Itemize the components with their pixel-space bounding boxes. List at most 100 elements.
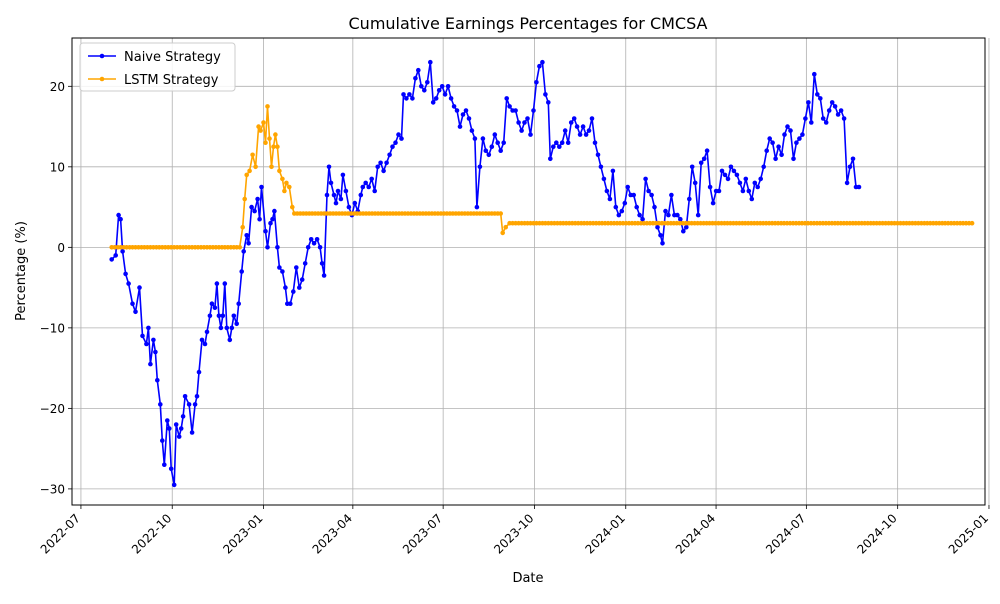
series-point-naive bbox=[305, 245, 311, 250]
series-point-naive bbox=[178, 426, 184, 431]
series-point-naive bbox=[249, 204, 254, 210]
series-point-naive bbox=[375, 164, 381, 170]
series-point-naive bbox=[126, 281, 131, 286]
series-point-naive bbox=[850, 156, 856, 162]
series-point-naive bbox=[192, 402, 198, 407]
series-point-lstm bbox=[247, 168, 252, 174]
series-point-lstm bbox=[282, 188, 287, 194]
series-point-naive bbox=[460, 112, 466, 117]
series-point-naive bbox=[755, 184, 760, 190]
series-point-naive bbox=[519, 128, 524, 133]
series-point-naive bbox=[454, 108, 460, 113]
series-point-naive bbox=[838, 108, 844, 113]
series-point-naive bbox=[498, 148, 504, 153]
series-point-naive bbox=[589, 116, 595, 121]
series-point-lstm bbox=[253, 164, 258, 170]
series-point-naive bbox=[436, 88, 442, 93]
y-tick-label: 0 bbox=[57, 241, 65, 255]
series-point-naive bbox=[239, 269, 244, 274]
series-point-naive bbox=[442, 92, 448, 97]
series-point-naive bbox=[767, 136, 772, 141]
series-point-naive bbox=[308, 237, 314, 242]
series-point-naive bbox=[675, 212, 680, 218]
series-point-naive bbox=[369, 176, 375, 182]
series-point-naive bbox=[469, 128, 475, 133]
series-point-naive bbox=[652, 204, 657, 210]
series-point-naive bbox=[140, 333, 145, 339]
series-point-naive bbox=[231, 313, 237, 319]
series-point-naive bbox=[288, 301, 293, 307]
series-point-naive bbox=[378, 160, 383, 166]
series-point-naive bbox=[422, 88, 427, 93]
series-point-naive bbox=[725, 176, 731, 182]
series-point-naive bbox=[710, 200, 716, 206]
series-point-naive bbox=[343, 188, 349, 194]
legend-dot-naive bbox=[99, 53, 105, 59]
series-point-lstm bbox=[263, 140, 268, 145]
legend: Naive Strategy LSTM Strategy bbox=[79, 42, 236, 92]
series-point-naive bbox=[445, 84, 451, 89]
series-point-naive bbox=[116, 212, 121, 218]
series-point-naive bbox=[155, 377, 160, 383]
series-point-naive bbox=[387, 152, 392, 158]
series-point-naive bbox=[826, 108, 832, 113]
series-point-naive bbox=[776, 144, 781, 149]
series-point-naive bbox=[546, 100, 551, 105]
series-point-naive bbox=[486, 152, 492, 158]
series-point-lstm bbox=[284, 180, 289, 186]
series-point-naive bbox=[214, 281, 220, 286]
series-point-naive bbox=[430, 100, 436, 105]
series-point-naive bbox=[229, 325, 235, 331]
series-point-naive bbox=[788, 128, 793, 133]
series-point-naive bbox=[554, 140, 559, 145]
series-point-naive bbox=[439, 84, 445, 89]
series-point-naive bbox=[234, 321, 239, 327]
series-point-naive bbox=[574, 124, 580, 129]
series-point-naive bbox=[407, 92, 412, 97]
series-point-lstm bbox=[265, 104, 270, 109]
series-point-naive bbox=[531, 108, 536, 113]
series-point-naive bbox=[182, 394, 188, 399]
series-point-naive bbox=[577, 132, 583, 137]
series-point-naive bbox=[363, 180, 369, 186]
series-point-naive bbox=[173, 422, 179, 427]
series-point-naive bbox=[346, 204, 352, 210]
series-point-naive bbox=[171, 482, 177, 488]
series-point-naive bbox=[463, 108, 469, 113]
series-point-lstm bbox=[250, 152, 255, 158]
series-point-naive bbox=[734, 172, 740, 178]
series-point-naive bbox=[319, 261, 325, 266]
series-point-naive bbox=[540, 59, 545, 65]
series-point-naive bbox=[466, 116, 472, 121]
series-point-naive bbox=[856, 184, 862, 190]
series-point-naive bbox=[507, 104, 512, 109]
series-point-naive bbox=[419, 84, 424, 89]
series-point-naive bbox=[829, 100, 835, 105]
plot-frame bbox=[71, 37, 986, 506]
series-point-naive bbox=[568, 120, 574, 125]
series-point-naive bbox=[227, 337, 233, 343]
series-point-naive bbox=[543, 92, 548, 97]
series-point-naive bbox=[684, 224, 689, 230]
series-point-naive bbox=[401, 92, 406, 97]
series-point-naive bbox=[847, 164, 853, 170]
series-point-naive bbox=[328, 180, 334, 186]
series-point-naive bbox=[130, 301, 135, 307]
series-point-naive bbox=[324, 192, 330, 198]
y-axis-ticks: −30 −20 −10 0 10 20 bbox=[40, 80, 72, 496]
series-point-naive bbox=[236, 301, 241, 307]
series-point-naive bbox=[146, 325, 151, 331]
series-point-naive bbox=[326, 164, 332, 170]
series-point-naive bbox=[331, 192, 337, 198]
series-point-naive bbox=[522, 120, 527, 125]
y-tick-label: −30 bbox=[40, 482, 65, 496]
x-axis-label: Date bbox=[512, 571, 543, 586]
series-point-naive bbox=[144, 341, 149, 347]
series-point-naive bbox=[619, 208, 625, 214]
series-point-naive bbox=[749, 196, 755, 202]
series-point-naive bbox=[586, 128, 592, 133]
series-point-naive bbox=[559, 140, 565, 145]
series-point-naive bbox=[806, 100, 811, 105]
series-point-naive bbox=[302, 261, 308, 266]
